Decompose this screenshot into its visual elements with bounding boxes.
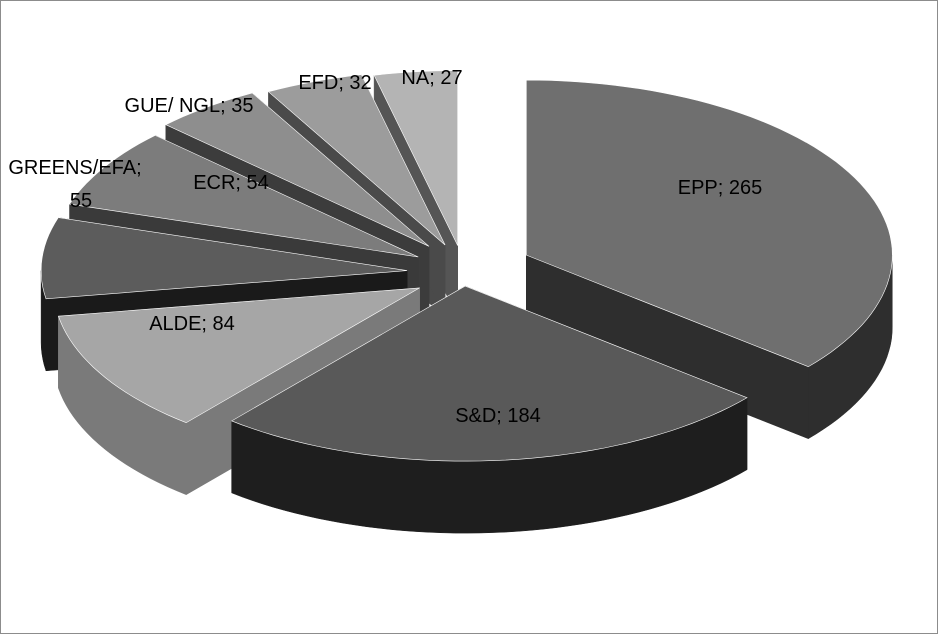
slice-na (373, 70, 458, 246)
label-efd: EFD; 32 (298, 72, 371, 94)
label-alde: ALDE; 84 (149, 313, 235, 335)
slice-s-d (231, 285, 748, 462)
label-greens-efa-line1: GREENS/EFA; (8, 157, 141, 179)
label-epp: EPP; 265 (678, 177, 763, 199)
slice-ecr (68, 135, 419, 258)
label-sd: S&D; 184 (455, 405, 541, 427)
label-na: NA; 27 (401, 67, 462, 89)
slice-epp (526, 79, 893, 368)
label-ecr: ECR; 54 (193, 172, 269, 194)
pie-slices (40, 70, 893, 534)
label-greens-efa-line2: 55 (70, 190, 92, 212)
slice-gue-ngl (165, 92, 430, 247)
slice-alde (57, 287, 420, 424)
slice-greens-efa (40, 217, 408, 300)
label-gue-ngl: GUE/ NGL; 35 (125, 95, 254, 117)
slice-efd (267, 74, 446, 246)
